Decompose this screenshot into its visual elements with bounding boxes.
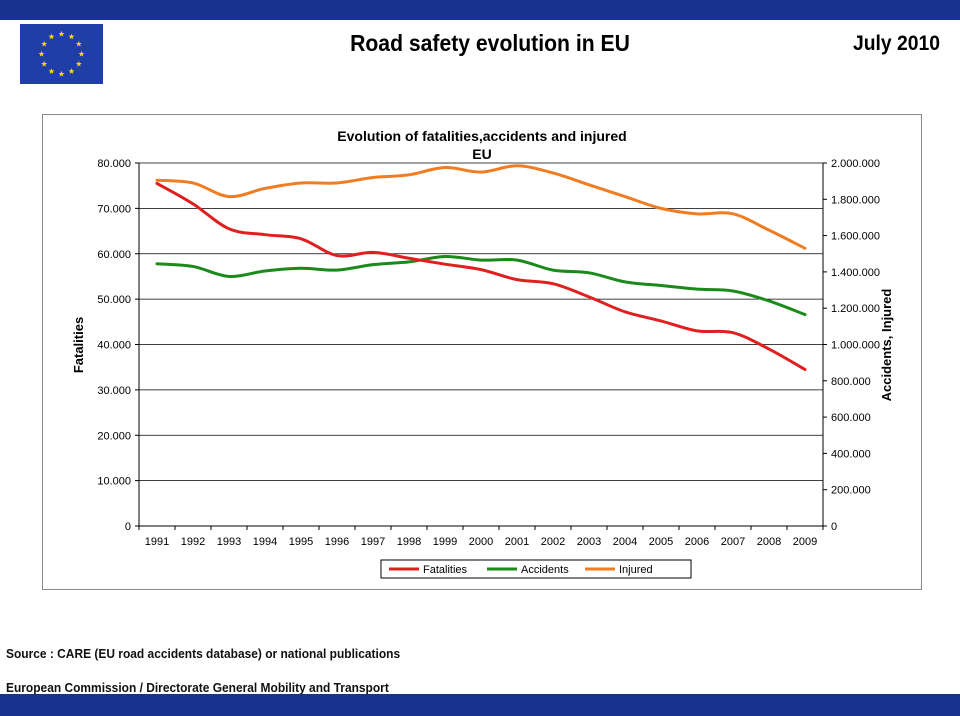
x-tick-label: 1993 bbox=[217, 536, 241, 548]
flag-star-icon bbox=[68, 33, 75, 40]
y2-axis-label: Accidents, Injured bbox=[879, 289, 894, 402]
x-tick-label: 1995 bbox=[289, 536, 313, 548]
flag-star-icon bbox=[41, 40, 48, 47]
y-tick-label: 60.000 bbox=[97, 249, 131, 261]
x-tick-label: 2008 bbox=[757, 536, 781, 548]
x-tick-label: 2003 bbox=[577, 536, 601, 548]
y2-tick-label: 0 bbox=[831, 521, 837, 533]
flag-star-icon bbox=[38, 50, 45, 57]
x-tick-label: 2006 bbox=[685, 536, 709, 548]
y-tick-label: 40.000 bbox=[97, 340, 131, 352]
y-tick-label: 20.000 bbox=[97, 430, 131, 442]
x-tick-label: 1992 bbox=[181, 536, 205, 548]
flag-star-icon bbox=[78, 50, 85, 57]
y2-tick-labels: 0 200.000 400.000 600.000 800.000 1.000.000 1.… bbox=[831, 158, 880, 533]
eu-flag-stars bbox=[38, 30, 85, 77]
y2-tick-label: 200.000 bbox=[831, 485, 871, 497]
series-line-accidents bbox=[155, 254, 807, 317]
series-lines bbox=[155, 164, 807, 371]
source-note: Source : CARE (EU road accidents databas… bbox=[6, 646, 401, 661]
legend-box bbox=[380, 559, 692, 579]
legend-label-accidents: Accidents bbox=[521, 564, 569, 576]
x-tick-label: 2005 bbox=[649, 536, 673, 548]
publisher-note: European Commission / Directorate Genera… bbox=[6, 680, 389, 695]
y2-tick-label: 1.400.000 bbox=[831, 267, 880, 279]
y2-tick-label: 1.600.000 bbox=[831, 231, 880, 243]
x-tick-label: 1994 bbox=[253, 536, 277, 548]
x-tick-label: 2000 bbox=[469, 536, 493, 548]
flag-star-icon bbox=[48, 68, 55, 74]
legend-label-injured: Injured bbox=[619, 564, 653, 576]
line-chart: Evolution of fatalities,accidents and in… bbox=[71, 128, 894, 579]
series-line-fatalities bbox=[155, 181, 807, 371]
y2-tick-label: 1.200.000 bbox=[831, 303, 880, 315]
y2-tick-label: 1.000.000 bbox=[831, 340, 880, 352]
y-axis-label: Fatalities bbox=[71, 317, 86, 373]
flag-star-icon bbox=[41, 60, 48, 67]
x-tick-label: 1998 bbox=[397, 536, 421, 548]
x-tick-label: 1997 bbox=[361, 536, 385, 548]
x-tick-label: 2001 bbox=[505, 536, 529, 548]
x-tick-label: 2004 bbox=[613, 536, 637, 548]
x-tick-label: 2002 bbox=[541, 536, 565, 548]
flag-star-icon bbox=[68, 68, 75, 74]
eu-flag-icon bbox=[20, 24, 103, 84]
series-line-injured bbox=[155, 164, 807, 250]
y-tick-label: 80.000 bbox=[97, 158, 131, 170]
top-band bbox=[0, 0, 960, 20]
flag-star-icon bbox=[48, 33, 55, 40]
slide-title: Road safety evolution in EU bbox=[350, 30, 630, 56]
x-tick-label: 2009 bbox=[793, 536, 817, 548]
y2-tick-label: 2.000.000 bbox=[831, 158, 880, 170]
x-tick-label: 1999 bbox=[433, 536, 457, 548]
flag-star-icon bbox=[58, 30, 65, 37]
y-tick-label: 70.000 bbox=[97, 203, 131, 215]
y2-tick-label: 800.000 bbox=[831, 376, 871, 388]
y2-tick-label: 600.000 bbox=[831, 412, 871, 424]
flag-star-icon bbox=[58, 70, 65, 77]
x-tick-label: 1991 bbox=[145, 536, 169, 548]
chart-title: Evolution of fatalities,accidents and in… bbox=[337, 128, 626, 144]
y-tick-label: 10.000 bbox=[97, 476, 131, 488]
y2-tick-label: 400.000 bbox=[831, 448, 871, 460]
slide-date: July 2010 bbox=[852, 32, 940, 55]
axes bbox=[135, 162, 827, 530]
chart-subtitle: EU bbox=[472, 146, 491, 162]
y2-tick-label: 1.800.000 bbox=[831, 194, 880, 206]
chart-frame: Evolution of fatalities,accidents and in… bbox=[42, 114, 922, 590]
y-tick-label: 0 bbox=[125, 521, 131, 533]
flag-star-icon bbox=[75, 60, 82, 67]
y-tick-label: 50.000 bbox=[97, 294, 131, 306]
gridlines bbox=[139, 162, 823, 482]
y-tick-labels: 0 10.000 20.000 30.000 40.000 50.000 60.000 70.… bbox=[97, 158, 131, 533]
y-tick-label: 30.000 bbox=[97, 385, 131, 397]
bottom-band bbox=[0, 694, 960, 716]
x-tick-label: 2007 bbox=[721, 536, 745, 548]
legend-label-fatalities: Fatalities bbox=[423, 564, 468, 576]
x-tick-labels: 1991 1992 1993 1994 1995 1996 1997 1998 1999 2000… bbox=[145, 536, 817, 548]
flag-star-icon bbox=[75, 40, 82, 47]
x-tick-label: 1996 bbox=[325, 536, 349, 548]
legend: Fatalities Accidents Injured bbox=[380, 559, 692, 579]
